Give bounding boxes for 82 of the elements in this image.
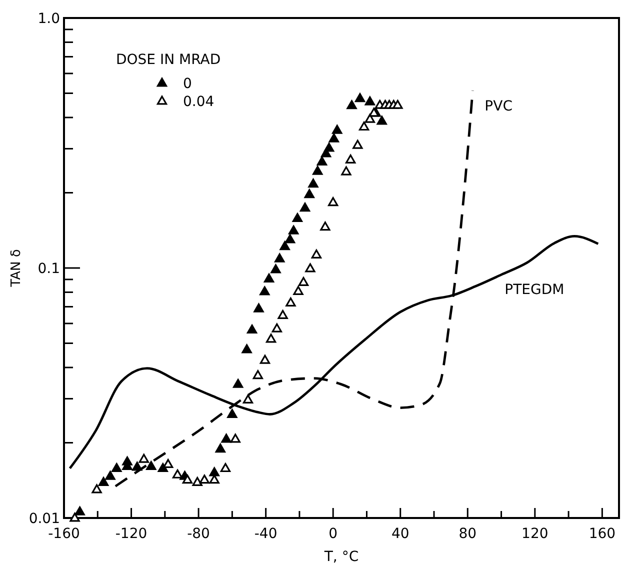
point [304,189,314,198]
point [221,434,232,443]
point [242,344,252,354]
legend-label: 0.04 [183,94,214,110]
point [346,154,356,164]
point [74,506,85,516]
point [246,324,258,334]
point [232,378,244,388]
point [328,197,338,206]
point [341,166,352,176]
point [270,264,281,274]
point [242,394,254,404]
point [308,178,318,188]
point [376,116,387,125]
y-axis-title: TAN δ [9,249,24,288]
point [209,467,220,476]
point [192,476,202,486]
point [260,286,270,296]
point [182,474,193,484]
x-tick-label: 120 [522,526,548,542]
point [346,100,357,110]
point [352,140,363,149]
x-tick-label: 80 [458,526,477,542]
point [280,241,290,250]
point [392,100,403,109]
series-label: PTEGDM [504,282,564,298]
point [320,222,330,231]
y-tick-label: 0.1 [38,261,60,277]
point [364,96,375,106]
point [92,484,102,494]
point [358,122,370,131]
point [286,297,296,306]
point [264,273,274,282]
point [278,310,288,319]
point [311,249,322,258]
point [260,354,270,364]
x-tick-label: -40 [254,526,278,542]
x-tick-label: 40 [391,526,410,542]
point [288,225,299,234]
point [332,124,342,134]
x-tick-label: 0 [328,526,338,542]
point [70,512,80,522]
point [138,454,149,463]
point [230,434,240,443]
point [146,460,156,470]
point [364,114,375,123]
point [98,476,109,486]
point [312,166,323,175]
x-tick-label: 160 [588,526,616,542]
legend-label: 0 [183,76,192,92]
point [209,474,220,484]
y-tick-label: 0.01 [28,511,60,527]
point [172,469,183,478]
series-label: PVC [484,98,513,114]
point [293,286,304,296]
point [284,234,296,244]
point [292,213,303,222]
point [354,93,366,102]
point [220,463,231,472]
x-tick-label: -120 [115,526,148,542]
point [272,323,282,332]
point [300,202,310,212]
point [266,334,276,343]
x-axis-title: T, °C [323,549,359,565]
point [199,474,210,484]
point [252,370,263,380]
point [163,458,174,468]
legend-title: DOSE IN MRAD [116,52,221,68]
point [324,142,334,152]
point [254,303,264,312]
y-tick-label: 1.0 [38,11,60,27]
x-tick-label: -80 [187,526,210,542]
point [215,444,226,453]
point [105,470,116,480]
point [112,463,122,472]
x-tick-label: -160 [48,526,80,542]
point [328,133,340,142]
point [227,408,238,418]
point [274,253,285,262]
point [298,276,309,286]
point [316,156,328,166]
point [305,263,316,272]
